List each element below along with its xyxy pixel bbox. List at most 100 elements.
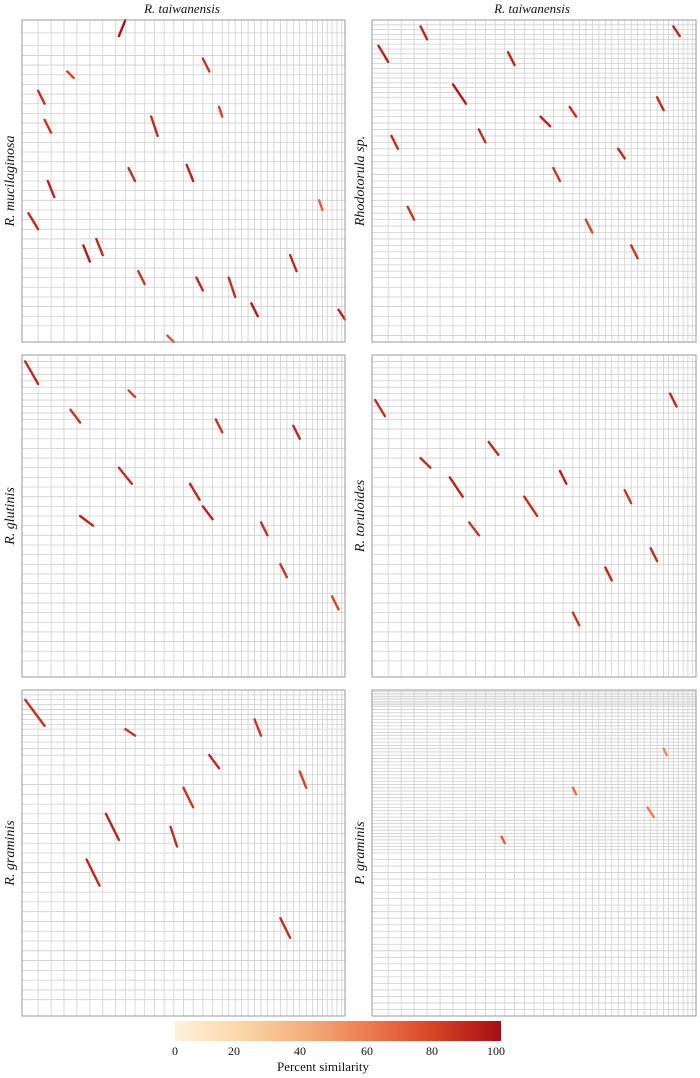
alignment-segment (448, 476, 464, 498)
alignment-segment (137, 269, 146, 286)
alignment-segment (662, 747, 669, 757)
dotplot-panel: P. graminis (353, 689, 697, 1017)
alignment-segment (279, 563, 289, 579)
alignment-segment (217, 105, 224, 118)
alignment-segment (623, 489, 633, 505)
alignment-segment (419, 456, 432, 469)
alignment-segment (188, 482, 201, 502)
alignment-segment (500, 835, 507, 845)
alignment-segment (617, 147, 626, 160)
alignment-segment (630, 244, 639, 260)
alignment-segment (69, 408, 82, 424)
alignment-segment (195, 276, 205, 292)
colorbar-tick: 60 (361, 1044, 373, 1058)
alignment-segment (487, 440, 500, 457)
alignment-segment (288, 253, 298, 273)
alignment-segment (201, 505, 214, 521)
colorbar-tick: 40 (294, 1044, 306, 1058)
alignment-segment (649, 547, 659, 563)
alignment-segment (668, 392, 678, 408)
panel-frame (371, 689, 697, 1017)
alignment-segment (127, 389, 137, 399)
alignment-segment (571, 611, 581, 627)
alignment-segment (419, 25, 429, 41)
alignment-segment (95, 237, 104, 257)
alignment-segment (298, 770, 308, 789)
alignment-segment (253, 718, 263, 737)
colorbar: 0 20 40 60 80 100 Percent similarity (172, 1021, 505, 1074)
alignment-segment (214, 418, 224, 434)
panel-frame (371, 19, 697, 343)
alignment-segment (66, 70, 75, 80)
alignment-segment (374, 398, 387, 418)
colorbar-gradient (175, 1021, 501, 1041)
alignment-segment (208, 754, 221, 770)
alignment-segment (506, 51, 516, 67)
dotplot-panel: Rhodotorula sp. (353, 19, 697, 343)
alignment-segment (451, 83, 468, 105)
alignment-segment (571, 786, 578, 796)
colorbar-title: Percent similarity (277, 1059, 370, 1074)
panel-frame (21, 19, 346, 343)
alignment-segment (36, 89, 46, 105)
dotplot-panel: R. toruloides (353, 354, 697, 678)
alignment-segment (468, 521, 481, 537)
alignment-segment (46, 179, 56, 199)
alignment-segment (523, 495, 539, 518)
alignment-segment (149, 115, 159, 138)
alignment-segment (78, 514, 95, 527)
alignment-segment (604, 566, 613, 582)
alignment-segment (584, 218, 594, 234)
alignment-segment (117, 18, 127, 38)
alignment-segment (337, 308, 347, 321)
alignment-segment (127, 166, 137, 183)
panel-ylabel: P. graminis (353, 821, 368, 886)
column-title-right: R. taiwanensis (493, 1, 570, 16)
alignment-segment (85, 858, 101, 887)
alignment-segment (27, 211, 40, 231)
alignment-segment (377, 44, 390, 64)
alignment-segment (646, 806, 656, 819)
dotplot-panel: R. mucilaginosa (3, 18, 347, 344)
alignment-segment (406, 205, 416, 221)
alignment-segment (227, 276, 237, 299)
panel-frame (21, 689, 346, 1017)
alignment-segment (169, 825, 179, 848)
colorbar-tick: 100 (487, 1044, 505, 1058)
panel-ylabel: R. toruloides (353, 479, 368, 553)
alignment-segment (201, 57, 211, 73)
alignment-segment (185, 163, 195, 183)
alignment-segment (317, 199, 324, 212)
alignment-segment (182, 786, 195, 809)
alignment-segment (568, 105, 578, 118)
alignment-segment (82, 244, 92, 263)
alignment-segment (117, 466, 134, 485)
panel-frame (21, 354, 346, 678)
alignment-segment (477, 128, 487, 144)
panel-ylabel: Rhodotorula sp. (353, 136, 368, 227)
panel-ylabel: R. mucilaginosa (3, 136, 18, 228)
alignment-segment (259, 521, 269, 537)
alignment-segment (24, 360, 40, 386)
alignment-segment (166, 334, 176, 344)
alignment-segment (250, 302, 259, 318)
alignment-segment (104, 812, 121, 842)
alignment-segment (558, 469, 568, 485)
alignment-segment (655, 96, 665, 112)
dotplot-panel: R. graminis (3, 689, 346, 1017)
alignment-segment (390, 134, 400, 151)
alignment-segment (279, 917, 292, 939)
alignment-segment (24, 698, 46, 728)
alignment-segment (539, 115, 552, 128)
alignment-segment (552, 166, 562, 183)
alignment-segment (292, 424, 301, 440)
alignment-segment (124, 727, 137, 737)
panel-ylabel: R. glutinis (3, 487, 18, 546)
alignment-segment (43, 118, 53, 134)
alignment-segment (330, 595, 340, 611)
panel-ylabel: R. graminis (3, 820, 18, 887)
colorbar-tick: 20 (228, 1044, 240, 1058)
panel-frame (371, 354, 697, 678)
column-title-left: R. taiwanensis (143, 1, 220, 16)
